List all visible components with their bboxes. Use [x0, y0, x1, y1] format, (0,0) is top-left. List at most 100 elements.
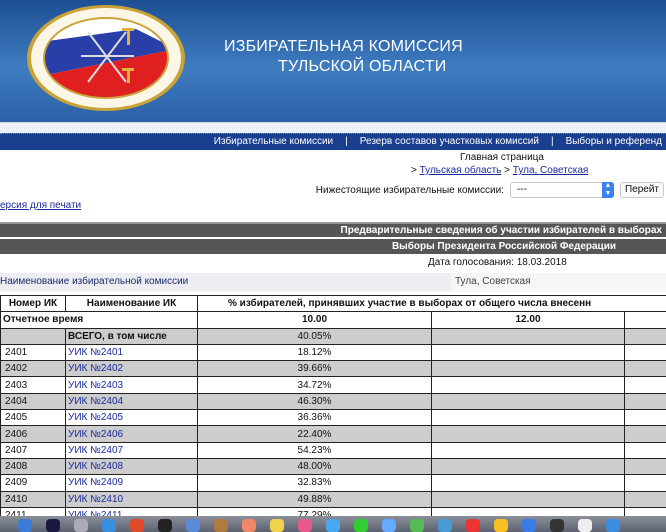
uik-link[interactable]: УИК №2411 — [68, 510, 122, 521]
row-name-link[interactable]: УИК №2405 — [65, 409, 198, 427]
uik-link[interactable]: УИК №2402 — [68, 363, 124, 375]
dock-app-icon[interactable] — [354, 519, 368, 532]
row-turnout-10: 48.00% — [197, 457, 432, 476]
uik-link[interactable]: УИК №2406 — [68, 428, 124, 440]
row-number: 2402 — [0, 360, 66, 378]
row-turnout-10: 39.66% — [197, 360, 432, 378]
table-row: 2402 УИК №2402 39.66% — [0, 360, 666, 378]
select-arrows-icon: ▲ ▼ — [601, 182, 614, 198]
empty-cell — [623, 490, 666, 508]
row-turnout-12 — [431, 474, 625, 492]
breadcrumb-home[interactable]: Главная страница — [460, 152, 544, 163]
row-name-link[interactable]: УИК №2409 — [65, 474, 198, 492]
dock-app-icon[interactable] — [606, 519, 620, 532]
row-number: 2406 — [0, 425, 66, 443]
total-value: 40.05% — [197, 327, 432, 345]
breadcrumb-region[interactable]: Тульская область — [419, 165, 502, 176]
dock-app-icon[interactable] — [298, 519, 312, 532]
time-label: Отчетное время — [0, 311, 198, 329]
row-name-link[interactable]: УИК №2403 — [65, 376, 198, 394]
row-name-link[interactable]: УИК №2404 — [65, 392, 198, 411]
row-turnout-10: 22.40% — [197, 425, 432, 443]
title-line-2: ТУЛЬСКОЙ ОБЛАСТИ — [278, 58, 447, 75]
uik-link[interactable]: УИК №2410 — [68, 493, 124, 505]
row-turnout-10: 46.30% — [197, 392, 432, 411]
table-row: 2405 УИК №2405 36.36% — [0, 409, 666, 427]
breadcrumb-commission[interactable]: Тула, Советская — [512, 165, 589, 176]
dock-app-icon[interactable] — [466, 519, 480, 532]
row-turnout-10: 49.88% — [197, 490, 432, 508]
empty-cell — [0, 327, 66, 345]
nav-separator: | — [550, 136, 554, 147]
commission-logo[interactable] — [26, 4, 186, 112]
empty-cell — [623, 457, 666, 476]
empty-cell — [623, 360, 666, 378]
dock-app-icon[interactable] — [522, 519, 536, 532]
print-version-link[interactable]: ерсия для печати — [0, 200, 82, 211]
dock-app-icon[interactable] — [18, 519, 32, 532]
uik-link[interactable]: УИК №2401 — [68, 347, 124, 359]
dock-app-icon[interactable] — [102, 519, 116, 532]
row-number: 2407 — [0, 441, 66, 459]
col-header-turnout: % избирателей, принявших участие в выбор… — [196, 294, 666, 313]
nav-item-reserve[interactable]: Резерв составов участковых комиссий — [359, 136, 539, 147]
row-turnout-12 — [431, 490, 625, 508]
row-name-link[interactable]: УИК №2410 — [65, 490, 198, 508]
empty-cell — [623, 441, 666, 459]
uik-link[interactable]: УИК №2404 — [68, 395, 124, 407]
election-banner: Выборы Президента Российской Федерации — [0, 239, 666, 254]
dock-app-icon[interactable] — [270, 519, 284, 532]
commission-name-row: Наименование избирательной комиссии Тула… — [0, 273, 666, 291]
table-row: 2409 УИК №2409 32.83% — [0, 474, 666, 492]
nav-item-elections[interactable]: Выборы и референд — [565, 136, 662, 147]
dock-app-icon[interactable] — [214, 519, 228, 532]
uik-link[interactable]: УИК №2407 — [68, 444, 124, 456]
row-number: 2401 — [0, 343, 66, 362]
dock-app-icon[interactable] — [326, 519, 340, 532]
row-name-link[interactable]: УИК №2402 — [65, 360, 198, 378]
total-label: ВСЕГО, в том числе — [65, 327, 198, 345]
dock-app-icon[interactable] — [550, 519, 564, 532]
turnout-table: Номер ИК Наименование ИК% избирателей, пр… — [0, 294, 666, 525]
breadcrumb-sep: > — [411, 165, 417, 176]
uik-link[interactable]: УИК №2408 — [68, 461, 124, 473]
uik-link[interactable]: УИК №2409 — [68, 477, 124, 489]
row-turnout-12 — [431, 376, 625, 394]
dock-app-icon[interactable] — [382, 519, 396, 532]
dock-app-icon[interactable] — [130, 519, 144, 532]
site-header: ИЗБИРАТЕЛЬНАЯ КОМИССИЯ ТУЛЬСКОЙ ОБЛАСТИ — [0, 0, 666, 122]
dock-app-icon[interactable] — [158, 519, 172, 532]
dock-app-icon[interactable] — [74, 519, 88, 532]
uik-link[interactable]: УИК №2405 — [68, 412, 124, 424]
row-number: 2405 — [0, 409, 66, 427]
empty-cell — [623, 327, 666, 345]
macos-dock — [0, 516, 666, 532]
dock-app-icon[interactable] — [494, 519, 508, 532]
dock-app-icon[interactable] — [438, 519, 452, 532]
row-name-link[interactable]: УИК №2407 — [65, 441, 198, 459]
row-name-link[interactable]: УИК №2406 — [65, 425, 198, 443]
go-button[interactable]: Перейт — [619, 182, 664, 198]
table-row: 2403 УИК №2403 34.72% — [0, 376, 666, 394]
subcommissions-select[interactable]: --- ▲ ▼ — [509, 182, 614, 198]
row-name-link[interactable]: УИК №2408 — [65, 457, 198, 476]
title-line-1: ИЗБИРАТЕЛЬНАЯ КОМИССИЯ — [224, 38, 463, 55]
nav-item-commissions[interactable]: Избирательные комиссии — [213, 136, 334, 147]
dock-app-icon[interactable] — [410, 519, 424, 532]
uik-link[interactable]: УИК №2403 — [68, 379, 124, 391]
row-name-link[interactable]: УИК №2401 — [65, 343, 198, 362]
dock-app-icon[interactable] — [578, 519, 592, 532]
row-turnout-12 — [431, 392, 625, 411]
dock-app-icon[interactable] — [46, 519, 60, 532]
col-header-name: Наименование ИК — [65, 294, 198, 313]
row-number: 2408 — [0, 457, 66, 476]
breadcrumb-sep: > — [504, 165, 510, 176]
table-row: 2404 УИК №2404 46.30% — [0, 392, 666, 411]
row-turnout-10: 54.23% — [197, 441, 432, 459]
top-nav: Избирательные комиссии | Резерв составов… — [0, 133, 666, 150]
dock-app-icon[interactable] — [186, 519, 200, 532]
row-turnout-12 — [431, 441, 625, 459]
dock-app-icon[interactable] — [242, 519, 256, 532]
row-turnout-12 — [431, 457, 625, 476]
empty-cell — [623, 409, 666, 427]
